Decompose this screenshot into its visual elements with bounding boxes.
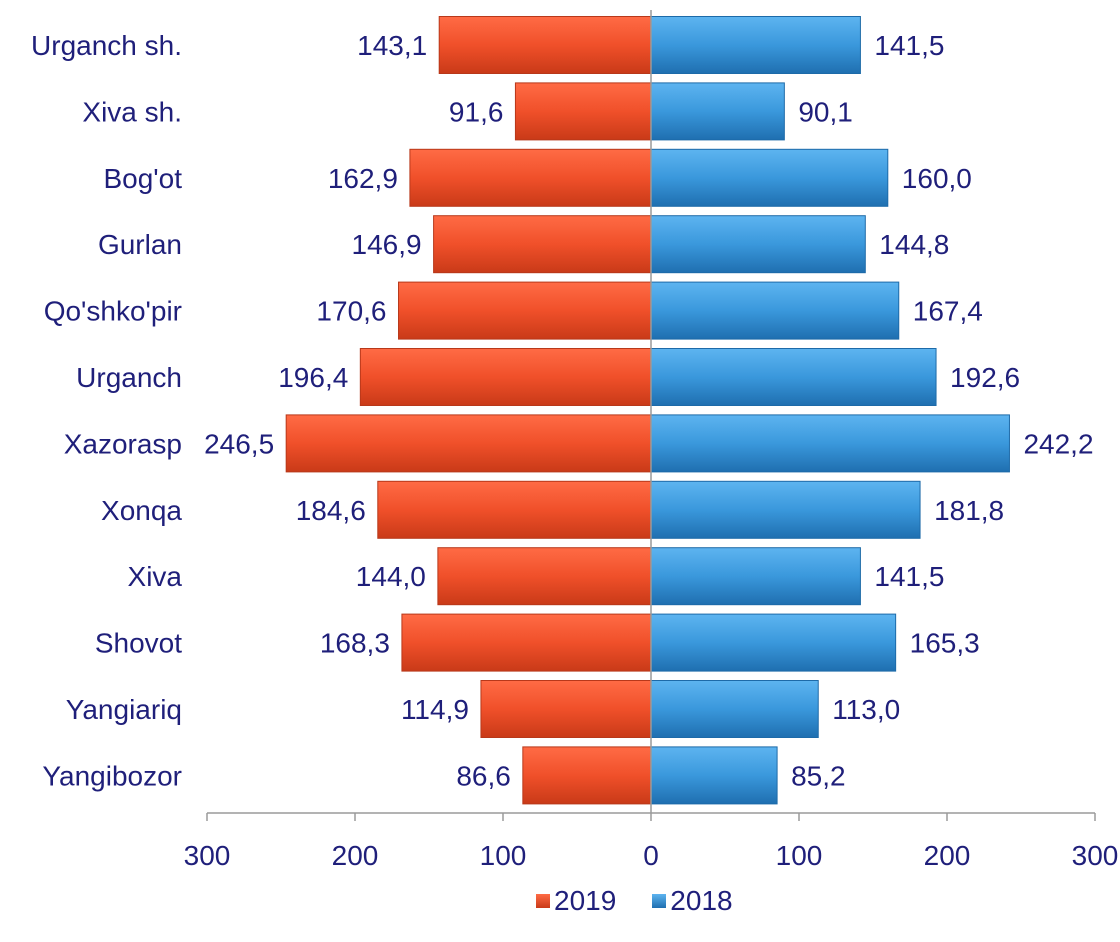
value-label-2018-2: 160,0	[902, 163, 972, 194]
x-tick-label-1: 200	[332, 840, 379, 871]
category-label-3: Gurlan	[98, 229, 182, 260]
value-labels: 143,1 141,5 91,6 90,1 162,9 160,0 146,9 144,8 17…	[204, 30, 1093, 791]
legend: 2019 2018	[536, 885, 733, 917]
value-label-2019-10: 114,9	[401, 694, 469, 725]
x-tick-label-0: 300	[184, 840, 231, 871]
x-tick-label-4: 100	[776, 840, 823, 871]
bar-2018-5	[650, 348, 937, 406]
value-label-2019-2: 162,9	[328, 163, 398, 194]
value-label-2018-6: 242,2	[1023, 428, 1093, 459]
value-label-2018-3: 144,8	[879, 229, 949, 260]
value-label-2019-11: 86,6	[456, 760, 511, 791]
series-2019-bars	[285, 16, 652, 805]
bar-2018-2	[650, 148, 889, 207]
back-to-back-bar-chart: 300 200 100 0 100 200 300 Urganch sh. Xiva sh. B…	[31, 10, 1119, 871]
bar-2019-2	[409, 148, 652, 207]
value-label-2019-1: 91,6	[449, 96, 504, 127]
legend-item-2019: 2019	[536, 885, 616, 917]
category-label-8: Xiva	[128, 561, 183, 592]
bar-2018-7	[650, 480, 921, 539]
bar-2018-0	[650, 16, 861, 74]
value-label-2019-8: 144,0	[356, 561, 426, 592]
bar-2018-3	[650, 215, 866, 274]
bar-2018-8	[650, 547, 861, 606]
bar-2019-8	[437, 547, 652, 606]
x-tick-label-2: 100	[480, 840, 527, 871]
category-label-0: Urganch sh.	[31, 30, 182, 61]
category-label-1: Xiva sh.	[82, 96, 182, 127]
bar-2019-5	[359, 348, 652, 406]
bar-2019-11	[522, 746, 652, 805]
legend-label-2018: 2018	[670, 885, 733, 916]
series-2018-bars	[650, 16, 1010, 805]
value-label-2019-4: 170,6	[316, 296, 386, 327]
bar-2018-10	[650, 680, 819, 738]
bar-2018-4	[650, 281, 900, 340]
bar-2018-9	[650, 613, 897, 672]
bar-2019-1	[514, 82, 652, 141]
value-label-2018-1: 90,1	[798, 96, 853, 127]
value-label-2019-7: 184,6	[296, 495, 366, 526]
legend-label-2019: 2019	[554, 885, 617, 916]
value-label-2019-6: 246,5	[204, 428, 274, 459]
category-label-6: Xazorasp	[64, 428, 182, 459]
value-label-2019-0: 143,1	[357, 30, 427, 61]
value-label-2018-8: 141,5	[874, 561, 944, 592]
category-label-5: Urganch	[76, 362, 182, 393]
value-label-2018-7: 181,8	[934, 495, 1004, 526]
x-tick-label-5: 200	[924, 840, 971, 871]
value-label-2018-11: 85,2	[791, 760, 846, 791]
bar-2019-7	[377, 480, 652, 539]
legend-swatch-2019	[536, 894, 550, 908]
bar-2019-6	[285, 414, 652, 473]
category-label-11: Yangibozor	[42, 760, 182, 791]
bar-2019-3	[433, 215, 652, 274]
category-label-7: Xonqa	[101, 495, 182, 526]
value-label-2018-0: 141,5	[874, 30, 944, 61]
category-label-2: Bog'ot	[103, 163, 182, 194]
category-label-10: Yangiariq	[66, 694, 182, 725]
x-axis-ticks: 300 200 100 0 100 200 300	[184, 813, 1119, 871]
x-tick-label-6: 300	[1072, 840, 1119, 871]
value-label-2018-10: 113,0	[832, 694, 900, 725]
value-label-2019-9: 168,3	[320, 628, 390, 659]
bar-2019-10	[480, 680, 652, 738]
bar-2018-1	[650, 82, 785, 141]
bar-2019-0	[438, 16, 652, 74]
value-label-2018-5: 192,6	[950, 362, 1020, 393]
category-label-4: Qo'shko'pir	[44, 296, 182, 327]
category-labels: Urganch sh. Xiva sh. Bog'ot Gurlan Qo'shko'p…	[31, 30, 182, 791]
value-label-2019-3: 146,9	[352, 229, 422, 260]
value-label-2018-9: 165,3	[910, 628, 980, 659]
legend-item-2018: 2018	[652, 885, 733, 917]
value-label-2018-4: 167,4	[913, 296, 983, 327]
bar-2018-6	[650, 414, 1010, 473]
bar-2019-9	[401, 613, 652, 672]
value-label-2019-5: 196,4	[278, 362, 348, 393]
x-tick-label-3: 0	[643, 840, 659, 871]
bar-2019-4	[398, 281, 652, 340]
legend-swatch-2018	[652, 894, 667, 908]
category-label-9: Shovot	[95, 628, 182, 659]
bar-2018-11	[650, 746, 778, 805]
